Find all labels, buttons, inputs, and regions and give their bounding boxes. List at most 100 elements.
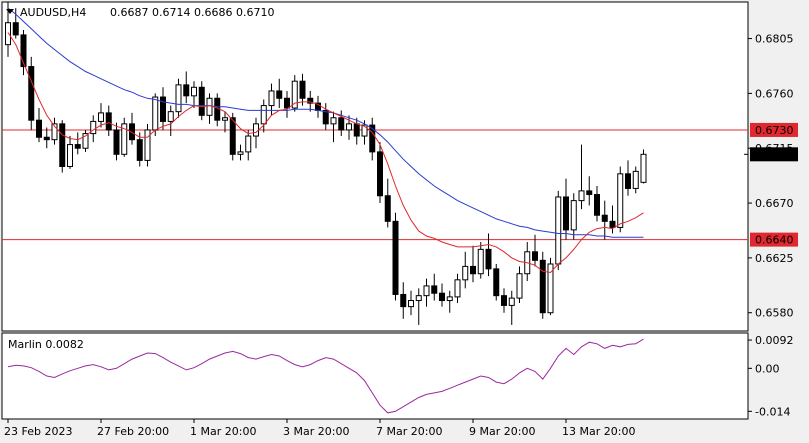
candle-bearish — [276, 90, 283, 99]
indicator-tick-label: -0.014 — [755, 405, 790, 418]
time-tick-label: 23 Feb 2023 — [4, 425, 72, 438]
symbol-label: AUDUSD,H4 — [20, 6, 86, 19]
candle-bearish — [183, 84, 190, 97]
candle-bearish — [284, 97, 290, 109]
candle-bearish — [539, 259, 546, 314]
candle-bullish — [268, 90, 275, 107]
time-tick-label: 13 Mar 20:00 — [562, 425, 635, 438]
level-tag-label: 0.6640 — [755, 234, 794, 247]
candle-bullish — [640, 153, 647, 183]
price-tick-label: 0.6760 — [755, 87, 794, 100]
dropdown-triangle-icon[interactable] — [6, 9, 14, 14]
candle-bearish — [431, 285, 438, 294]
candle-bearish — [384, 195, 391, 222]
candle-bearish — [59, 123, 66, 167]
candle-bearish — [299, 80, 306, 99]
candle-bullish — [222, 117, 228, 121]
candle-bullish — [446, 296, 453, 302]
candle-bearish — [198, 86, 205, 116]
candle-bullish — [415, 295, 422, 302]
slow-ma-line — [7, 7, 644, 238]
indicator-pane[interactable] — [1, 332, 749, 420]
price-pane[interactable] — [1, 1, 749, 332]
candle-bearish — [594, 194, 600, 216]
candle-bearish — [532, 251, 538, 261]
candle-bullish — [617, 173, 624, 228]
candle-bearish — [113, 129, 120, 155]
candle-bullish — [67, 144, 73, 167]
candle-bullish — [408, 300, 414, 308]
candle-bullish — [477, 248, 484, 275]
candle-bullish — [144, 129, 151, 161]
candle-bearish — [136, 139, 143, 161]
candle-bearish — [43, 136, 50, 141]
candle-bearish — [338, 117, 345, 131]
candle-bearish — [439, 292, 445, 302]
candle-bearish — [105, 112, 112, 131]
candle-bullish — [570, 200, 577, 231]
candle-bullish — [260, 105, 267, 125]
candle-bearish — [400, 293, 407, 308]
candle-bullish — [346, 123, 352, 131]
candle-bullish — [82, 133, 89, 149]
indicator-tick-label: 0.00 — [755, 362, 780, 375]
candle-bullish — [454, 279, 461, 298]
candle-bullish — [330, 117, 337, 125]
candle-bullish — [237, 151, 244, 155]
candle-bearish — [625, 173, 631, 189]
time-tick-label: 9 Mar 20:00 — [469, 425, 535, 438]
candle-bearish — [229, 117, 236, 155]
candle-bullish — [516, 273, 523, 299]
candle-bullish — [175, 84, 182, 113]
marlin-line — [7, 338, 644, 414]
moving-averages — [7, 7, 644, 274]
candle-bullish — [206, 97, 213, 116]
candle-bullish — [253, 123, 259, 137]
candle-bearish — [601, 214, 608, 222]
candle-bullish — [152, 96, 159, 131]
candle-bullish — [191, 86, 197, 97]
marlin-oscillator-series — [7, 338, 644, 414]
indicator-axis: 0.0092 0.00 -0.014 — [748, 334, 794, 418]
fast-ma-line — [7, 32, 644, 274]
candle-bearish — [307, 97, 314, 104]
price-tick-label: 0.6805 — [755, 33, 794, 46]
price-axis[interactable]: 0.68050.67600.67150.66700.66250.65800.67… — [744, 33, 798, 320]
current-price-label: 0.6710 — [755, 148, 794, 161]
candle-bullish — [508, 297, 515, 306]
candle-bullish — [578, 190, 585, 202]
current-price-tag — [750, 147, 798, 162]
candle-bearish — [501, 295, 507, 306]
candlestick-series — [5, 2, 647, 325]
candle-bearish — [20, 34, 27, 68]
price-tick-label: 0.6625 — [755, 252, 794, 265]
candle-bullish — [121, 123, 128, 155]
time-tick-label: 1 Mar 20:00 — [190, 425, 256, 438]
candle-bearish — [493, 268, 500, 297]
candle-bearish — [377, 151, 383, 197]
time-axis[interactable]: 23 Feb 2023 27 Feb 20:00 1 Mar 20:00 3 Mar … — [4, 419, 635, 438]
time-tick-label: 3 Mar 20:00 — [283, 425, 349, 438]
candle-bearish — [563, 196, 569, 231]
candle-bearish — [353, 123, 360, 137]
candle-bearish — [129, 123, 135, 141]
candle-bearish — [470, 265, 476, 275]
candle-bearish — [485, 248, 492, 270]
candle-bearish — [369, 124, 376, 153]
candle-bullish — [98, 112, 104, 122]
price-tick-label: 0.6670 — [755, 197, 794, 210]
candle-bearish — [392, 220, 399, 295]
level-tag-label: 0.6730 — [755, 124, 794, 137]
candle-bearish — [12, 22, 19, 36]
candle-bearish — [609, 220, 616, 228]
candle-bullish — [547, 263, 554, 314]
level-tag — [750, 232, 798, 247]
candle-bullish — [632, 170, 639, 189]
ohlc-label: 0.6687 0.6714 0.6686 0.6710 — [110, 6, 274, 19]
candle-bullish — [555, 196, 562, 265]
candle-bearish — [160, 96, 166, 122]
candle-bullish — [167, 111, 174, 122]
candle-bullish — [423, 285, 430, 297]
candle-bearish — [586, 190, 593, 196]
